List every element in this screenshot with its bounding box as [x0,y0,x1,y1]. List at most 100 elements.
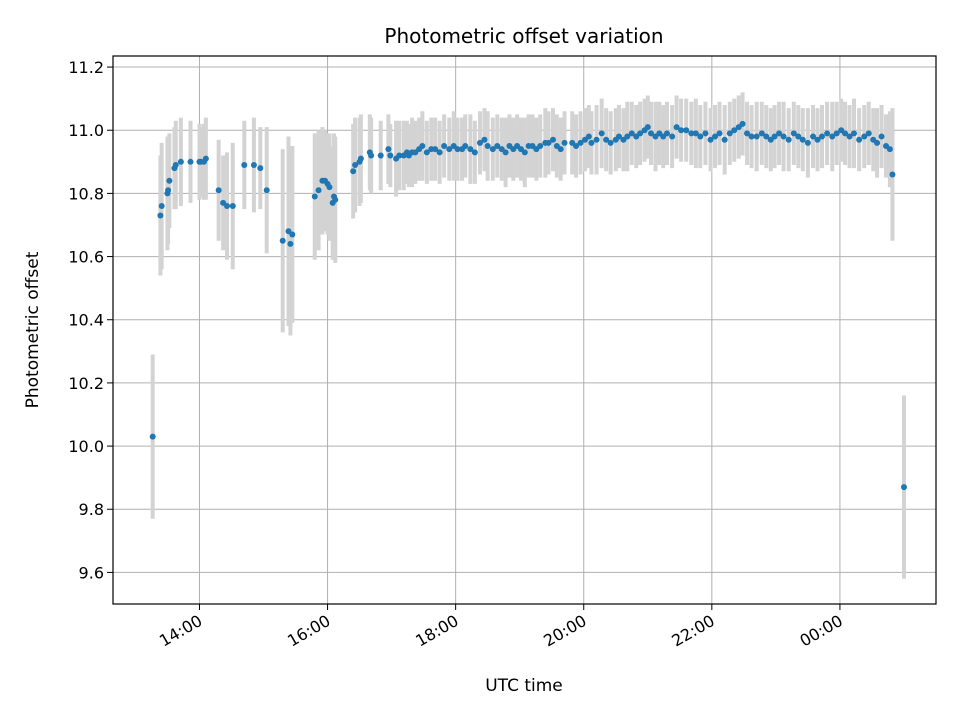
y-tick-label: 9.6 [79,563,104,582]
data-point [423,149,430,156]
data-point [577,139,584,146]
data-point [697,133,704,140]
data-point [593,136,600,143]
data-point [842,130,849,137]
data-point [165,187,172,194]
data-point [856,136,863,143]
data-point [387,152,394,159]
data-point [202,155,209,162]
data-point [799,136,806,143]
data-point [721,136,728,143]
data-point [647,130,654,137]
data-point [332,196,339,203]
x-tick-label: 16:00 [284,611,333,651]
data-point [289,231,296,238]
data-point [702,130,709,137]
data-point [502,149,509,156]
data-point [688,130,695,137]
data-point [484,143,491,150]
data-point [481,136,488,143]
plot-frame [112,55,937,605]
data-point [878,133,885,140]
data-point [419,143,426,150]
data-point [385,146,392,153]
data-point [157,212,164,219]
data-point [846,133,853,140]
data-point [585,133,592,140]
data-point [739,120,746,127]
y-tick-label: 11.2 [68,58,104,77]
data-point [814,136,821,143]
x-tick-label: 00:00 [796,611,845,651]
data-point [187,158,194,165]
data-point [785,136,792,143]
data-point [476,139,483,146]
data-point [557,146,564,153]
data-point [446,146,453,153]
data-point [758,130,765,137]
data-point [263,187,270,194]
data-point [607,139,614,146]
data-point [467,146,474,153]
data-point [172,161,179,168]
data-point [561,139,568,146]
data-point [683,127,690,134]
y-tick-label: 10.6 [68,248,104,267]
data-point [744,130,751,137]
y-tick-label: 10.2 [68,374,104,393]
data-point [489,146,496,153]
data-point [776,130,783,137]
y-axis-ticks: 9.6 9.8 10.0 10.2 10.4 10.6 10.8 11.0 11.2 [68,58,113,582]
data-point [357,155,364,162]
data-point [287,240,294,247]
data-point [804,139,811,146]
data-point [454,146,461,153]
data-point [603,136,610,143]
data-point [810,133,817,140]
data-point [166,177,173,184]
chart-title: Photometric offset variation [384,24,663,48]
data-point [377,152,384,159]
x-tick-label: 20:00 [540,611,589,651]
data-point [257,165,264,172]
data-point [229,203,236,210]
data-point [664,130,671,137]
data-point [177,158,184,165]
data-point [628,130,635,137]
x-axis-label: UTC time [485,676,563,696]
data-point [352,161,359,168]
data-point [753,133,760,140]
data-point [521,149,528,156]
data-point [550,136,557,143]
data-point [545,139,552,146]
data-point [716,130,723,137]
grid-lines [113,56,936,604]
data-point [624,133,631,140]
x-tick-label: 14:00 [156,611,205,651]
data-point [771,133,778,140]
data-point [731,127,738,134]
y-tick-label: 10.0 [68,437,104,456]
x-axis-ticks: 14:00 16:00 18:00 20:00 22:00 00:00 [156,604,846,651]
data-point [471,149,478,156]
y-tick-label: 11.0 [68,121,104,140]
x-tick-label: 18:00 [412,611,461,651]
data-point [215,187,222,194]
data-point [436,149,443,156]
data-point [598,130,605,137]
data-point [494,143,501,150]
data-point [441,143,448,150]
data-point [829,133,836,140]
data-point [573,143,580,150]
data-point [350,168,357,175]
data-point [669,133,676,140]
data-point [886,146,893,153]
data-point [865,130,872,137]
data-point [311,193,318,200]
data-point [158,203,165,210]
x-tick-label: 22:00 [668,611,717,651]
data-point [900,484,907,491]
y-tick-label: 10.8 [68,184,104,203]
data-point [833,130,840,137]
